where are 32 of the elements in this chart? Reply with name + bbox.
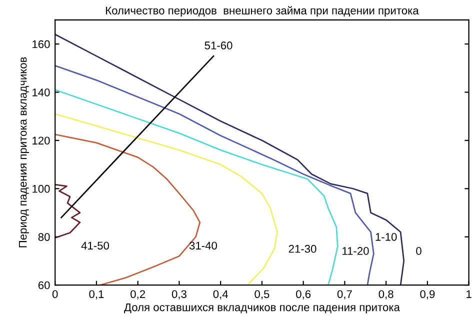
annotation: 51-60 (204, 42, 232, 50)
x-tick-label: 0,7 (337, 290, 352, 300)
y-tick-label: 60 (38, 281, 50, 290)
x-tick-label: 0,3 (172, 290, 186, 300)
line-series (55, 89, 338, 286)
chart-title: Количество периодов внешнего займа при падении притока (106, 6, 419, 17)
x-tick-label: 0,4 (213, 290, 228, 300)
x-tick-label: 0 (52, 290, 58, 298)
x-tick-label: 1 (466, 290, 472, 298)
y-tick-label: 120 (32, 136, 50, 145)
annotation: 41-50 (81, 242, 110, 250)
y-axis-title: Период падения притока вкладчиков (18, 57, 29, 248)
annotation: 31-40 (189, 242, 217, 250)
annotation: 1-10 (376, 232, 397, 241)
y-tick-label: 140 (32, 88, 50, 96)
annotation: 21-30 (288, 244, 316, 253)
x-tick-label: 0,6 (296, 290, 311, 300)
x-tick-label: 0,9 (420, 290, 435, 300)
y-tick-label: 80 (38, 233, 50, 241)
line-series (55, 65, 374, 286)
x-axis-title: Доля оставшихся вкладчиков после падения притока (124, 303, 400, 314)
annotation: 0 (416, 247, 422, 255)
y-tick-label: 160 (32, 40, 50, 48)
x-tick-label: 0,1 (89, 290, 104, 300)
y-tick-label: 100 (32, 184, 50, 193)
x-tick-label: 0,2 (130, 290, 146, 300)
annotation: 11-20 (342, 247, 369, 255)
x-tick-label: 0,8 (378, 290, 394, 300)
line-series (55, 34, 405, 286)
x-tick-label: 0,5 (254, 290, 270, 300)
line-series (55, 113, 278, 286)
line-series (55, 184, 81, 238)
